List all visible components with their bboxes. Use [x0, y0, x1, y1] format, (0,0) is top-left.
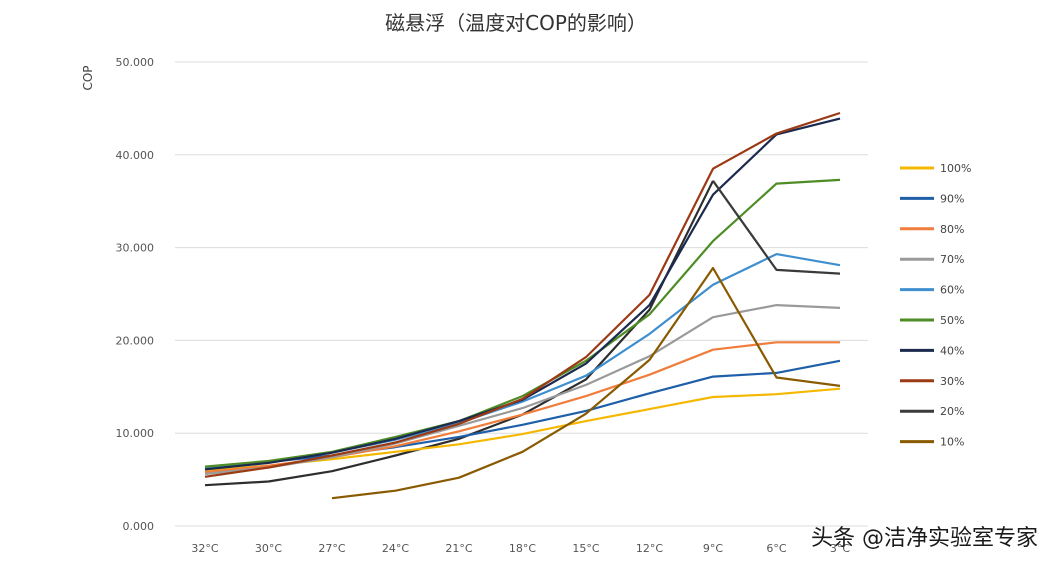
legend-label: 20% — [940, 405, 964, 418]
y-tick-label: 40.000 — [116, 149, 155, 162]
legend-label: 40% — [940, 344, 964, 357]
legend-label: 100% — [940, 162, 971, 175]
grid-lines — [175, 61, 868, 527]
legend-label: 50% — [940, 314, 964, 327]
x-tick-label: 32°C — [191, 542, 218, 555]
legend-label: 70% — [940, 253, 964, 266]
legend-label: 30% — [940, 375, 964, 388]
y-axis-label: COP — [81, 65, 95, 90]
legend-label: 80% — [940, 223, 964, 236]
series-line — [204, 180, 714, 487]
series-line — [204, 253, 841, 470]
x-tick-label: 18°C — [509, 542, 536, 555]
series-line — [712, 180, 841, 275]
x-tick-label: 30°C — [255, 542, 282, 555]
x-tick-label: 27°C — [318, 542, 345, 555]
series-line — [204, 178, 841, 468]
x-tick-label: 9°C — [703, 542, 723, 555]
legend-label: 90% — [940, 192, 964, 205]
y-tick-label: 20.000 — [116, 334, 155, 347]
y-tick-label: 10.000 — [116, 427, 155, 440]
x-axis-ticks: 32°C 30°C 27°C 24°C 21°C 18°C 15°C 12°C 9°C 6°C 3°… — [191, 542, 850, 555]
series-line — [204, 304, 841, 476]
legend: 100% 90% 80% 70% 60% 50% 40% 30% 20% 10% — [900, 162, 971, 449]
legend-label: 10% — [940, 436, 964, 449]
legend-label: 60% — [940, 284, 964, 297]
x-tick-label: 12°C — [636, 542, 663, 555]
y-tick-label: 30.000 — [116, 242, 155, 255]
y-tick-label: 0.000 — [123, 520, 155, 533]
x-tick-label: 21°C — [445, 542, 472, 555]
x-tick-label: 15°C — [572, 542, 599, 555]
watermark-text: 头条 @洁净实验室专家 — [811, 526, 1038, 551]
series-line — [204, 117, 841, 471]
y-axis-ticks: 0.000 10.000 20.000 30.000 40.000 50.000 — [116, 56, 155, 533]
series-line — [204, 359, 841, 469]
x-tick-label: 6°C — [766, 542, 786, 555]
series-line — [204, 111, 841, 478]
x-tick-label: 24°C — [382, 542, 409, 555]
x-tick-label: 3°C — [830, 542, 850, 555]
series-line — [331, 266, 841, 500]
series-lines — [204, 111, 841, 500]
y-tick-label: 50.000 — [116, 56, 155, 69]
chart-title: 磁悬浮（温度对COP的影响） — [385, 11, 647, 35]
